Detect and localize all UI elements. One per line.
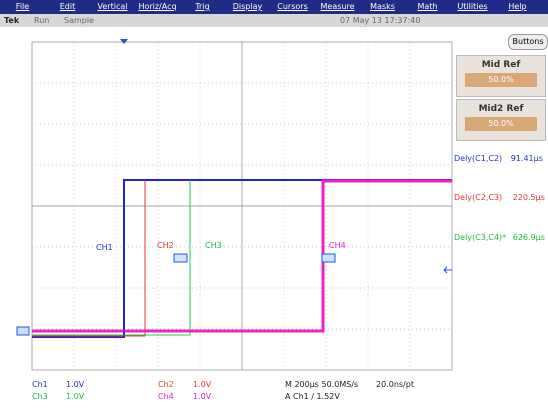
ch2-trace xyxy=(32,180,146,337)
acq-mode: Sample xyxy=(64,16,94,25)
menu-item[interactable]: Trig xyxy=(195,2,210,11)
ch-name: Ch4 xyxy=(158,392,174,401)
ch-name: Ch3 xyxy=(32,392,48,401)
box-title: Mid2 Ref xyxy=(478,104,524,114)
measurement: Dely(C1,C2) 91.41µs xyxy=(454,154,543,163)
brand: Tek xyxy=(4,16,20,25)
measurement: Dely(C3,C4)* 626.9µs xyxy=(454,233,545,242)
menu-item[interactable]: Utilities xyxy=(457,2,488,11)
menu-bar: File Edit Vertical Horiz/Acq Trig Displa… xyxy=(0,0,548,14)
meas-value: 626.9µs xyxy=(512,233,545,242)
ch-scale: 1.0V xyxy=(193,380,212,389)
ground-marker xyxy=(16,326,30,336)
meas-value: 220.5µs xyxy=(512,193,545,202)
meas-label: Dely(C2,C3) xyxy=(454,193,503,202)
menu-item[interactable]: Horiz/Acq xyxy=(138,2,177,11)
box-title: Mid Ref xyxy=(481,60,521,70)
channel-label: CH3 xyxy=(205,241,222,250)
run-state: Run xyxy=(34,16,50,25)
box-value: 50.0% xyxy=(465,117,537,131)
channel-label: CH2 xyxy=(157,241,174,250)
meas-marker xyxy=(173,253,188,263)
menu-item[interactable]: Math xyxy=(417,2,438,11)
status-bar: Tek Run Sample 07 May 13 17:37:40 xyxy=(0,14,548,27)
meas-label: Dely(C1,C2) xyxy=(454,154,503,163)
box-value: 50.0% xyxy=(465,73,537,87)
record-length: 20.0ns/pt xyxy=(376,380,414,389)
trigger-readout: A Ch1 ∕ 1.52V xyxy=(285,392,340,401)
buttons-toggle[interactable]: Buttons xyxy=(508,34,548,50)
ch-scale: 1.0V xyxy=(66,392,85,401)
mid2-ref-box[interactable]: Mid2 Ref 50.0% xyxy=(456,99,546,141)
mid-ref-box[interactable]: Mid Ref 50.0% xyxy=(456,55,546,97)
ch-scale: 1.0V xyxy=(193,392,212,401)
datetime: 07 May 13 17:37:40 xyxy=(340,16,421,25)
menu-item[interactable]: Edit xyxy=(59,2,76,11)
menu-item[interactable]: Masks xyxy=(370,2,395,11)
meas-label: Dely(C3,C4)* xyxy=(454,233,507,242)
trigger-level xyxy=(443,266,452,274)
menu-item[interactable]: File xyxy=(15,2,30,11)
ch-scale: 1.0V xyxy=(66,380,85,389)
ch-name: Ch2 xyxy=(158,380,174,389)
channel-label: CH1 xyxy=(96,243,113,252)
menu-item[interactable]: Measure xyxy=(320,2,355,11)
trigger-position xyxy=(120,39,128,44)
meas-value: 91.41µs xyxy=(510,154,543,163)
timebase: M 200µs 50.0MS/s xyxy=(285,380,359,389)
menu-item[interactable]: Display xyxy=(232,2,263,11)
ch3-trace xyxy=(32,180,191,336)
menu-item[interactable]: Cursors xyxy=(277,2,308,11)
menu-item[interactable]: Help xyxy=(508,2,527,11)
ch-name: Ch1 xyxy=(32,380,48,389)
channel-label: CH4 xyxy=(329,241,346,250)
menu-item[interactable]: Vertical xyxy=(97,2,128,11)
measurement: Dely(C2,C3) 220.5µs xyxy=(454,193,545,202)
grid xyxy=(32,42,452,370)
meas-marker xyxy=(321,253,336,263)
